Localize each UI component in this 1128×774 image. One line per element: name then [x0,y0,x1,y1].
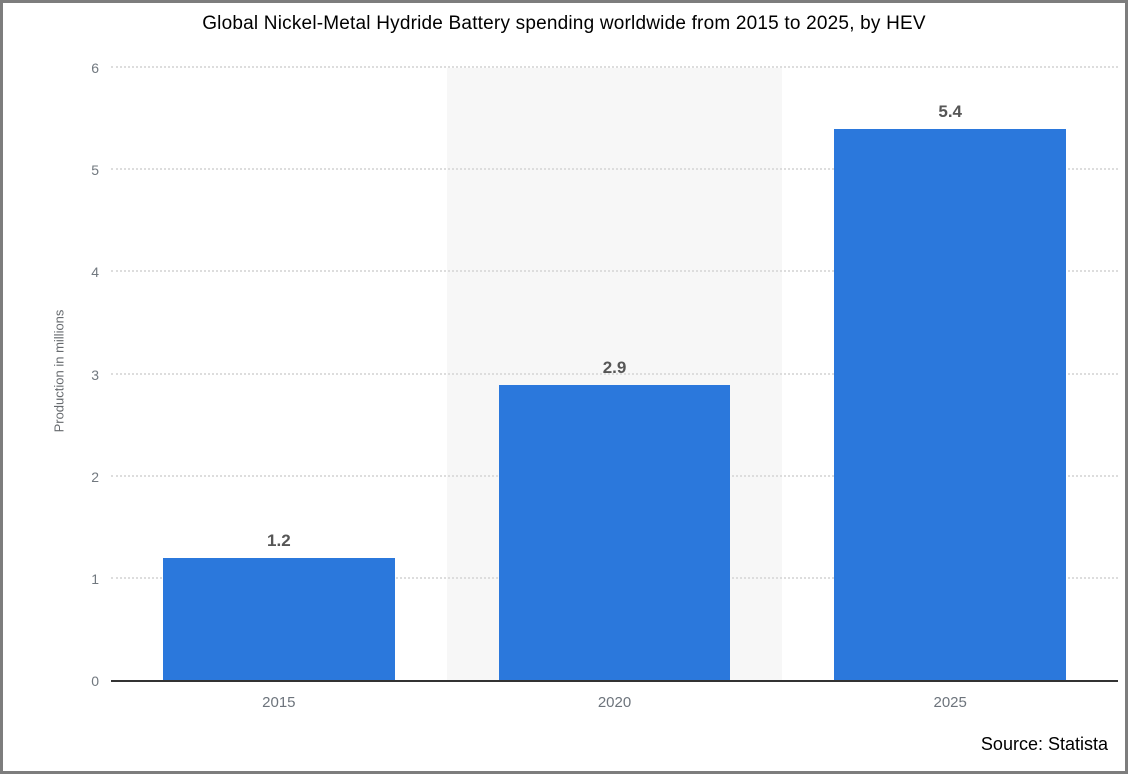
chart-title: Global Nickel-Metal Hydride Battery spen… [202,13,926,34]
gridline-y-4 [111,270,1118,273]
column-2020: 2.9 [447,68,783,681]
bar-value-label-2015: 1.2 [267,531,291,551]
bar-value-label-2020: 2.9 [602,357,627,377]
source-label: Source: Statista [980,734,1108,754]
gridline-y-5 [111,168,1118,171]
column-2015: 1.2 [111,68,447,681]
x-axis-label-2025: 2025 [933,694,967,711]
y-tick-label-1: 1 [91,570,99,587]
x-axis-label-2015: 2015 [262,694,296,711]
gridline-y-6 [111,66,1118,68]
x-axis-label-2020: 2020 [597,694,632,711]
bar-2015[interactable]: 1.2 [163,531,395,681]
gridline-y-3 [111,372,1118,375]
y-tick-label-4: 4 [91,264,99,281]
bar-2020[interactable]: 2.9 [498,358,731,681]
column-2025: 5.4 [782,68,1118,681]
y-axis-ticks: 0 1 2 3 4 5 6 [59,61,99,688]
y-tick-label-3: 3 [91,366,99,383]
plot-area: 1.2 2.9 5.4 [111,66,1118,682]
y-tick-label-2: 2 [91,468,99,485]
y-tick-label-0: 0 [91,673,99,689]
bar-value-label-2025: 5.4 [938,102,962,122]
y-tick-label-6: 6 [91,60,99,76]
x-axis-line [111,680,1118,682]
y-tick-label-5: 5 [91,162,99,179]
bar-columns: 1.2 2.9 5.4 [111,68,1118,681]
bar-2025[interactable]: 5.4 [834,102,1066,681]
x-axis-labels: 2015 2020 2025 [111,694,1118,711]
